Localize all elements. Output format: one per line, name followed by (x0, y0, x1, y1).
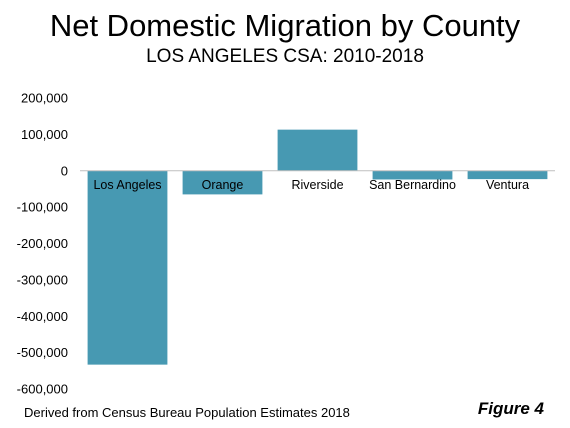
y-tick-label: -500,000 (17, 345, 68, 360)
y-tick-label: 200,000 (21, 91, 68, 106)
category-labels: Los Angeles Orange Riverside San Bernardino… (93, 178, 529, 192)
figure-label: Figure 4 (477, 399, 544, 418)
bar (467, 170, 548, 180)
category-label: Riverside (291, 178, 343, 192)
chart-title: Net Domestic Migration by County (49, 8, 521, 43)
y-tick-label: -600,000 (17, 382, 68, 397)
category-label: San Bernardino (369, 178, 456, 192)
y-tick-label: -300,000 (17, 272, 68, 287)
category-label: Los Angeles (93, 178, 161, 192)
bar (372, 170, 453, 180)
source-note: Derived from Census Bureau Population Es… (24, 405, 350, 420)
y-tick-label: -200,000 (17, 236, 68, 251)
y-tick-label: -400,000 (17, 309, 68, 324)
category-label: Ventura (486, 178, 529, 192)
bar (87, 170, 168, 365)
y-tick-label: 100,000 (21, 127, 68, 142)
category-label: Orange (202, 178, 244, 192)
y-tick-label: 0 (61, 163, 68, 178)
bars (87, 129, 548, 365)
chart-subtitle: LOS ANGELES CSA: 2010-2018 (146, 46, 424, 67)
y-axis-tick-labels: 200,000 100,000 0 -100,000 -200,000 -300,000 -… (17, 91, 68, 397)
bar (182, 170, 263, 195)
bar (277, 129, 358, 171)
y-tick-label: -100,000 (17, 200, 68, 215)
